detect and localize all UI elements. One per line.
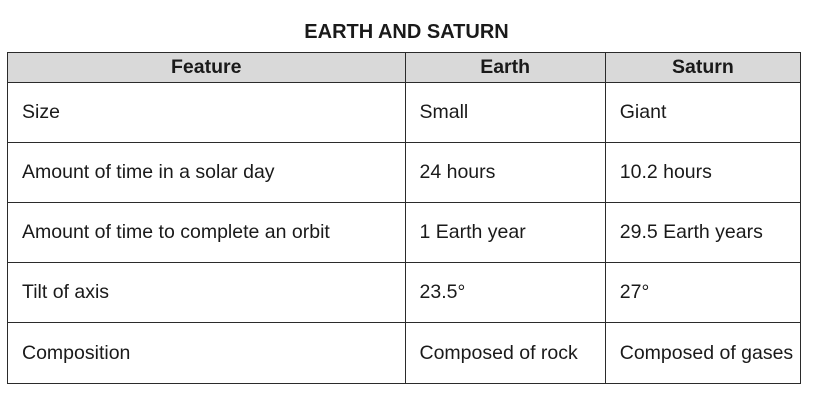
earth-cell: 23.5° [404,262,606,323]
table-title: EARTH AND SATURN [304,21,509,43]
header-earth: Earth [404,52,606,83]
header-saturn: Saturn [604,52,802,83]
saturn-cell: Composed of gases [604,322,802,384]
saturn-cell: 10.2 hours [604,142,802,203]
comparison-table: Feature Earth Saturn Size Small Giant Am… [7,52,802,384]
table-row: Amount of time to complete an orbit 1 Ea… [7,202,802,263]
header-row: Feature Earth Saturn [7,52,802,83]
table-row: Composition Composed of rock Composed of… [7,322,802,384]
table-row: Amount of time in a solar day 24 hours 1… [7,142,802,203]
feature-cell: Tilt of axis [7,262,406,323]
earth-cell: 1 Earth year [404,202,606,263]
saturn-cell: 27° [604,262,802,323]
feature-cell: Amount of time to complete an orbit [7,202,406,263]
earth-cell: Small [404,82,606,143]
table-row: Tilt of axis 23.5° 27° [7,262,802,323]
earth-cell: 24 hours [404,142,606,203]
table-row: Size Small Giant [7,82,802,143]
header-feature: Feature [7,52,406,83]
feature-cell: Size [7,82,406,143]
earth-cell: Composed of rock [404,322,606,384]
saturn-cell: 29.5 Earth years [604,202,802,263]
saturn-cell: Giant [604,82,802,143]
feature-cell: Amount of time in a solar day [7,142,406,203]
feature-cell: Composition [7,322,406,384]
